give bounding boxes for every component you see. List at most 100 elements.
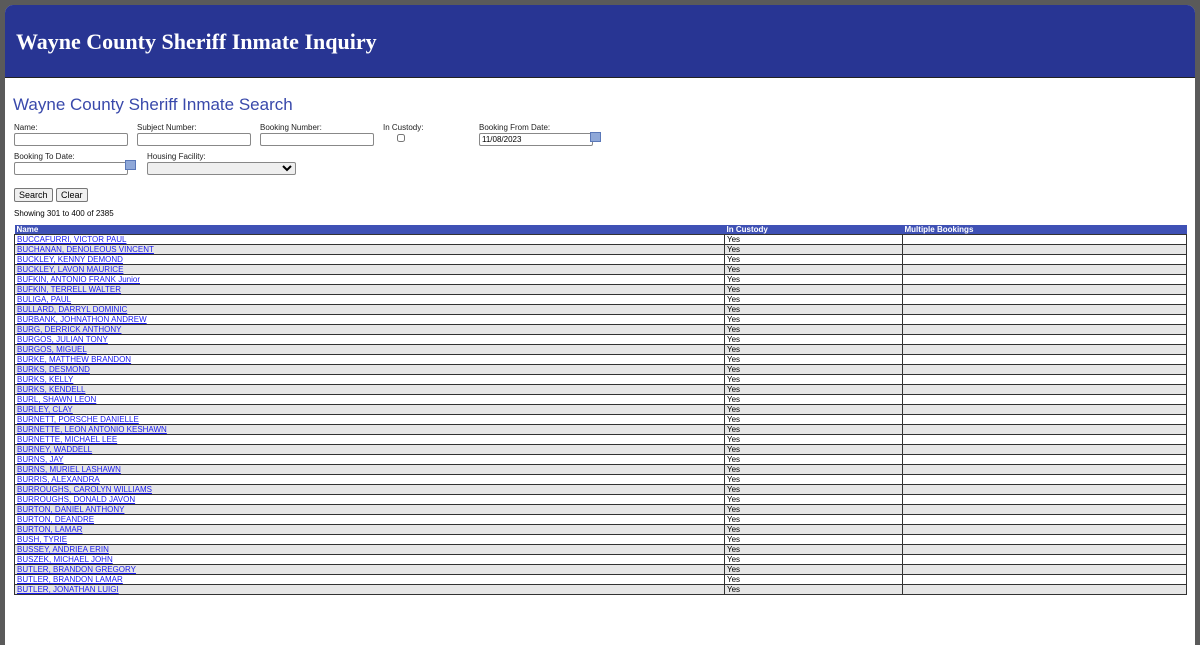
multiple-bookings-cell [902,514,1187,525]
name-cell: BURRIS, ALEXANDRA [14,474,725,485]
inmate-name-link[interactable]: BUFKIN, ANTONIO FRANK Junior [17,275,140,284]
inmate-name-link[interactable]: BURGOS, JULIAN TONY [17,335,108,344]
in-custody-label: In Custody: [383,123,424,132]
clear-button[interactable]: Clear [56,188,88,202]
name-cell: BURGOS, JULIAN TONY [14,334,725,345]
inmate-name-link[interactable]: BURNS, MURIEL LASHAWN [17,465,121,474]
inmate-name-link[interactable]: BUCCAFURRI, VICTOR PAUL [17,235,127,244]
inmate-name-link[interactable]: BURBANK, JOHNATHON ANDREW [17,315,147,324]
booking-number-input[interactable] [260,133,374,146]
name-cell: BUTLER, JONATHAN LUIGI [14,584,725,595]
name-cell: BURNETTE, MICHAEL LEE [14,434,725,445]
search-button[interactable]: Search [14,188,53,202]
search-panel: Wayne County Sheriff Inmate Search Name:… [5,95,1195,595]
inmate-name-link[interactable]: BURNS, JAY [17,455,64,464]
calendar-icon[interactable] [590,132,601,142]
name-cell: BURG, DERRICK ANTHONY [14,324,725,335]
inmate-name-link[interactable]: BURNEY, WADDELL [17,445,93,454]
in-custody-cell: Yes [724,584,903,595]
inmate-name-link[interactable]: BUTLER, BRANDON LAMAR [17,575,123,584]
multiple-bookings-cell [902,284,1187,295]
inmate-name-link[interactable]: BURKS, KELLY [17,375,74,384]
multiple-bookings-cell [902,264,1187,275]
in-custody-checkbox[interactable] [397,134,405,142]
inmate-name-link[interactable]: BURROUGHS, DONALD JAVON [17,495,136,504]
housing-facility-label: Housing Facility: [147,152,206,161]
inmate-name-link[interactable]: BURNETT, PORSCHE DANIELLE [17,415,139,424]
name-cell: BURNETTE, LEON ANTONIO KESHAWN [14,424,725,435]
in-custody-cell: Yes [724,264,903,275]
inmate-name-link[interactable]: BURG, DERRICK ANTHONY [17,325,122,334]
subject-number-label: Subject Number: [137,123,197,132]
in-custody-cell: Yes [724,314,903,325]
inmate-name-link[interactable]: BURKS, KENDELL [17,385,86,394]
column-header-name: Name [14,225,725,235]
name-cell: BUFKIN, ANTONIO FRANK Junior [14,274,725,285]
table-row: BURKS, KELLY Yes [14,374,1187,385]
table-row: BURTON, LAMAR Yes [14,524,1187,535]
in-custody-cell: Yes [724,504,903,515]
in-custody-cell: Yes [724,274,903,285]
inmate-name-link[interactable]: BULIGA, PAUL [17,295,72,304]
table-row: BUCKLEY, LAVON MAURICE Yes [14,264,1187,275]
inmate-name-link[interactable]: BURTON, DEANDRE [17,515,95,524]
in-custody-cell: Yes [724,304,903,315]
booking-to-date-input[interactable] [14,162,128,175]
inmate-name-link[interactable]: BURROUGHS, CAROLYN WILLIAMS [17,485,152,494]
name-cell: BUCKLEY, LAVON MAURICE [14,264,725,275]
in-custody-cell: Yes [724,294,903,305]
name-cell: BUSH, TYRIE [14,534,725,545]
inmate-name-link[interactable]: BULLARD, DARRYL DOMINIC [17,305,128,314]
inmate-name-link[interactable]: BUCHANAN, DENOLEOUS VINCENT [17,245,154,254]
subject-number-input[interactable] [137,133,251,146]
multiple-bookings-cell [902,324,1187,335]
multiple-bookings-cell [902,404,1187,415]
calendar-icon[interactable] [125,160,136,170]
inmate-name-link[interactable]: BURKE, MATTHEW BRANDON [17,355,132,364]
booking-from-date-input[interactable] [479,133,593,146]
multiple-bookings-cell [902,434,1187,445]
name-cell: BULIGA, PAUL [14,294,725,305]
inmate-name-link[interactable]: BUSSEY, ANDRIEA ERIN [17,545,109,554]
in-custody-cell: Yes [724,244,903,255]
in-custody-cell: Yes [724,254,903,265]
multiple-bookings-cell [902,454,1187,465]
inmate-name-link[interactable]: BUCKLEY, LAVON MAURICE [17,265,124,274]
housing-facility-select[interactable] [147,162,296,175]
table-row: BURKE, MATTHEW BRANDON Yes [14,354,1187,365]
in-custody-cell: Yes [724,324,903,335]
inmate-name-link[interactable]: BUSH, TYRIE [17,535,68,544]
inmate-name-link[interactable]: BUTLER, JONATHAN LUIGI [17,585,119,594]
inmate-name-link[interactable]: BURNETTE, MICHAEL LEE [17,435,118,444]
name-cell: BURNS, JAY [14,454,725,465]
inmate-name-link[interactable]: BUCKLEY, KENNY DEMOND [17,255,123,264]
inmate-name-link[interactable]: BURLEY, CLAY [17,405,73,414]
in-custody-cell: Yes [724,474,903,485]
table-row: BUCKLEY, KENNY DEMOND Yes [14,254,1187,265]
inmate-name-link[interactable]: BURKS, DESMOND [17,365,90,374]
table-row: BUCCAFURRI, VICTOR PAUL Yes [14,234,1187,245]
inmate-name-link[interactable]: BURNETTE, LEON ANTONIO KESHAWN [17,425,167,434]
inmate-name-link[interactable]: BURL, SHAWN LEON [17,395,97,404]
inmate-name-link[interactable]: BUSZEK, MICHAEL JOHN [17,555,113,564]
table-row: BURG, DERRICK ANTHONY Yes [14,324,1187,335]
name-cell: BUFKIN, TERRELL WALTER [14,284,725,295]
in-custody-cell: Yes [724,494,903,505]
inmate-name-link[interactable]: BUFKIN, TERRELL WALTER [17,285,122,294]
name-input[interactable] [14,133,128,146]
table-row: BURLEY, CLAY Yes [14,404,1187,415]
inmate-name-link[interactable]: BUTLER, BRANDON GREGORY [17,565,136,574]
inmate-name-link[interactable]: BURTON, LAMAR [17,525,83,534]
table-row: BURNETTE, LEON ANTONIO KESHAWN Yes [14,424,1187,435]
name-field-group: Name: [14,123,128,146]
inmate-name-link[interactable]: BURGOS, MIGUEL [17,345,87,354]
inmate-name-link[interactable]: BURRIS, ALEXANDRA [17,475,100,484]
multiple-bookings-cell [902,554,1187,565]
multiple-bookings-cell [902,474,1187,485]
multiple-bookings-cell [902,244,1187,255]
in-custody-cell: Yes [724,414,903,425]
in-custody-cell: Yes [724,484,903,495]
inmate-name-link[interactable]: BURTON, DANIEL ANTHONY [17,505,125,514]
name-cell: BURLEY, CLAY [14,404,725,415]
table-row: BURNEY, WADDELL Yes [14,444,1187,455]
